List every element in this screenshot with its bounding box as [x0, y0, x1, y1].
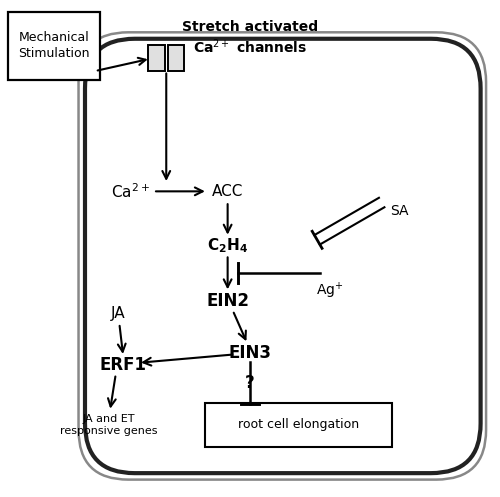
Text: JA: JA: [111, 306, 126, 321]
Text: ?: ?: [245, 374, 255, 392]
Text: Stretch activated
Ca$^{2+}$ channels: Stretch activated Ca$^{2+}$ channels: [182, 20, 318, 56]
FancyBboxPatch shape: [148, 45, 164, 71]
FancyBboxPatch shape: [206, 403, 392, 447]
FancyBboxPatch shape: [78, 32, 486, 480]
FancyBboxPatch shape: [8, 12, 100, 80]
Text: $\mathbf{C_2H_4}$: $\mathbf{C_2H_4}$: [207, 237, 248, 255]
Text: ERF1: ERF1: [100, 356, 147, 374]
FancyBboxPatch shape: [168, 45, 184, 71]
Text: Mechanical
Stimulation: Mechanical Stimulation: [18, 31, 90, 61]
Text: ACC: ACC: [212, 184, 244, 199]
Text: root cell elongation: root cell elongation: [238, 418, 359, 431]
Text: EIN2: EIN2: [206, 292, 249, 310]
Text: Ca$^{2+}$: Ca$^{2+}$: [112, 182, 150, 201]
Text: JA and ET
responsive genes: JA and ET responsive genes: [60, 414, 157, 436]
Text: SA: SA: [390, 204, 408, 218]
Text: EIN3: EIN3: [228, 344, 272, 362]
FancyBboxPatch shape: [85, 39, 480, 473]
Text: Ag$^{+}$: Ag$^{+}$: [316, 281, 344, 301]
